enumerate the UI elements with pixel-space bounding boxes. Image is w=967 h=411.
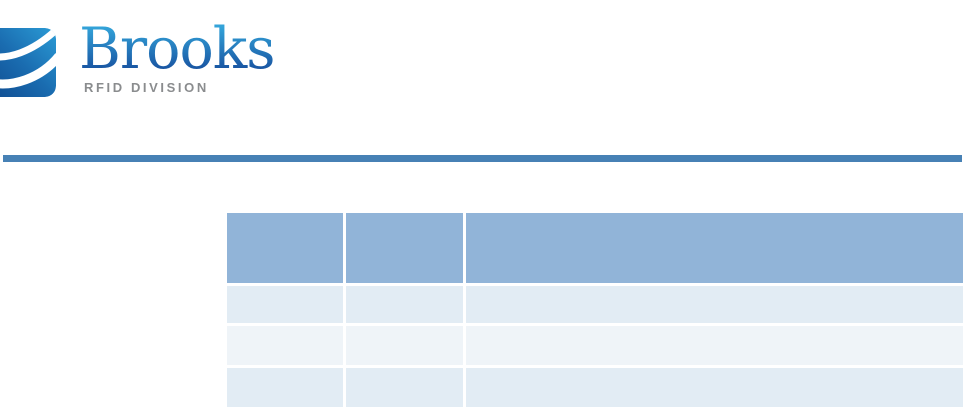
content-table [224, 210, 966, 410]
table-header-row [227, 213, 963, 283]
table-cell [346, 368, 463, 407]
brooks-logo: Brooks RFID DIVISION [0, 0, 320, 120]
rfid-division-label: RFID DIVISION [84, 80, 209, 95]
brooks-globe-icon [0, 28, 56, 97]
table-cell [466, 368, 963, 407]
table-cell [227, 368, 343, 407]
table-cell [466, 326, 963, 365]
table-cell [346, 326, 463, 365]
table-header-cell [227, 213, 343, 283]
brooks-wordmark: Brooks [79, 16, 276, 82]
table-cell [346, 286, 463, 323]
table-header-cell [346, 213, 463, 283]
table-header-cell [466, 213, 963, 283]
table-row [227, 286, 963, 323]
table-row [227, 368, 963, 407]
table-cell [227, 286, 343, 323]
table-row [227, 326, 963, 365]
table-cell [466, 286, 963, 323]
table-cell [227, 326, 343, 365]
header-divider-rule [3, 155, 962, 162]
